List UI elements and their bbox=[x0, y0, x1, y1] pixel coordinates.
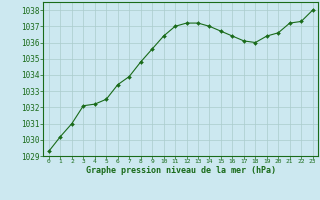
X-axis label: Graphe pression niveau de la mer (hPa): Graphe pression niveau de la mer (hPa) bbox=[86, 166, 276, 175]
